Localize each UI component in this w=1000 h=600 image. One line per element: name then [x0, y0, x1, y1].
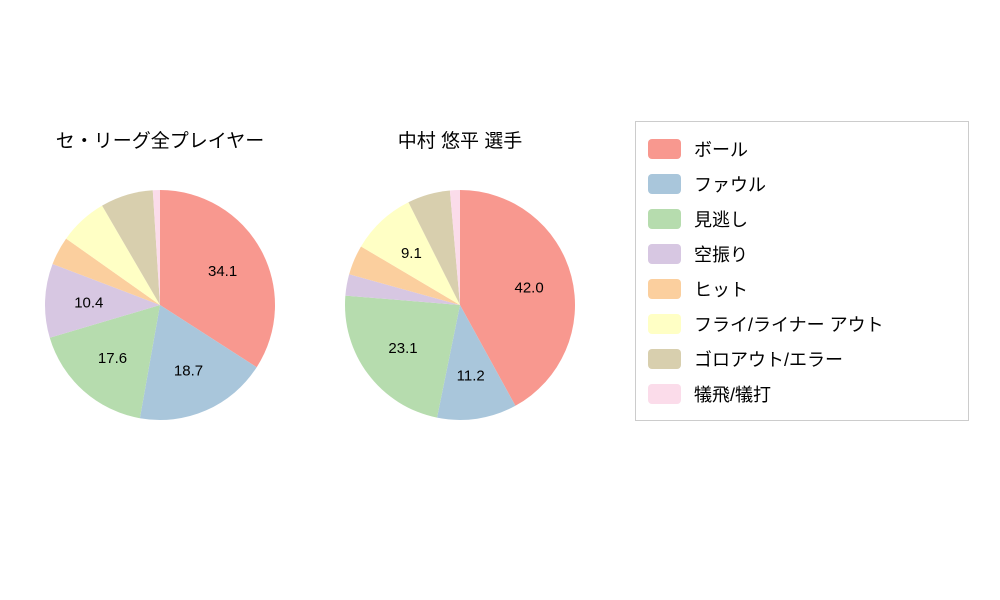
legend-list: ボールファウル見逃し空振りヒットフライ/ライナー アウト ゴロアウト/エラー 犠飛/…	[648, 131, 968, 411]
pie-slice	[44, 264, 160, 338]
slice-value-label: 11.2	[457, 368, 485, 385]
legend-item: 犠飛/犠打	[648, 376, 968, 411]
legend-item-label: フライ/ライナー アウト	[694, 314, 884, 335]
legend-swatch-icon	[648, 208, 681, 229]
legend-item: ヒット	[648, 271, 968, 306]
legend-swatch-icon	[648, 243, 681, 264]
pie-slice	[345, 274, 460, 305]
legend-swatch-icon	[648, 173, 681, 194]
pie-player-svg: 42.0 11.2 23.1 9.1	[344, 189, 576, 420]
slice-value-label: 10.4	[74, 294, 103, 311]
legend-item: 見逃し	[648, 201, 968, 236]
pie-slice	[52, 238, 160, 305]
legend-item: ゴロアウト/エラー	[648, 341, 968, 376]
pie-slice	[361, 202, 460, 305]
pie-slice	[139, 305, 257, 420]
legend-swatch-icon	[648, 313, 681, 334]
legend-item-label: ファウル	[694, 174, 766, 195]
pie-chart-league-title: セ・リーグ全プレイヤー	[55, 131, 265, 152]
slice-value-label: 9.1	[401, 245, 422, 262]
legend-item: フライ/ライナー アウト	[648, 306, 968, 341]
pie-slice	[408, 190, 460, 305]
slice-value-label: 17.6	[98, 350, 127, 367]
pie-chart-player-title: 中村 悠平 選手	[397, 131, 523, 152]
pie-slice	[160, 190, 276, 368]
slice-value-label: 18.7	[174, 362, 203, 379]
pie-slice	[102, 190, 160, 305]
pie-slice	[460, 190, 576, 406]
slice-value-label: 23.1	[388, 340, 417, 357]
legend-swatch-icon	[648, 278, 681, 299]
pie-slice	[66, 205, 160, 305]
slice-value-label: 42.0	[514, 279, 543, 296]
pie-slice	[349, 246, 460, 305]
legend-item: ファウル	[648, 166, 968, 201]
legend-swatch-icon	[648, 138, 681, 159]
pie-slice	[49, 305, 160, 419]
pie-chart-player: 中村 悠平 選手 42.0 11.2 23.1 9.1	[328, 126, 592, 435]
legend-item-label: ゴロアウト/エラー	[694, 349, 844, 370]
legend-item-label: 空振り	[694, 244, 748, 265]
legend-item-label: ヒット	[694, 279, 748, 300]
legend-swatch-icon	[648, 383, 681, 404]
pie-league-svg: 34.1 18.7 17.6 10.4	[44, 190, 276, 420]
legend-item-label: 見逃し	[694, 209, 748, 230]
legend-item: ボール	[648, 131, 968, 166]
legend-item-label: ボール	[694, 139, 748, 160]
legend-swatch-icon	[648, 348, 681, 369]
slice-value-label: 34.1	[208, 263, 237, 280]
pie-slice	[344, 295, 460, 418]
pie-chart-league: セ・リーグ全プレイヤー 34.1 18.7 17.6 10.4	[28, 126, 292, 435]
pie-slice	[152, 190, 160, 305]
legend-item: 空振り	[648, 236, 968, 271]
legend-item-label: 犠飛/犠打	[694, 384, 772, 405]
legend: ボールファウル見逃し空振りヒットフライ/ライナー アウト ゴロアウト/エラー 犠飛/…	[635, 121, 969, 421]
pie-slice	[449, 189, 460, 305]
pie-slice	[437, 305, 516, 420]
